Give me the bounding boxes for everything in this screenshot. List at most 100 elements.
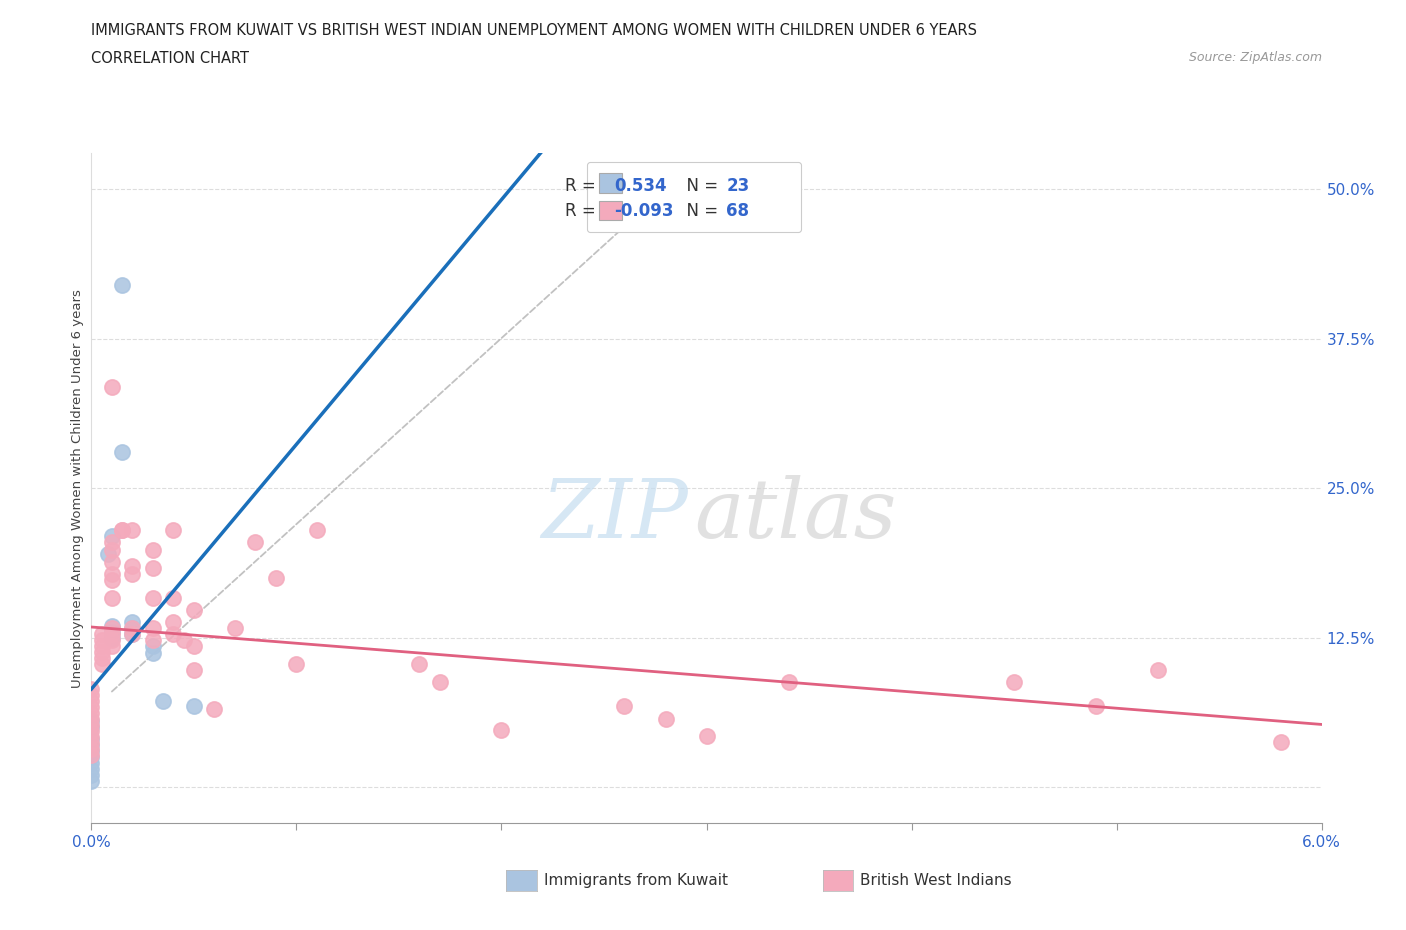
Point [101, 591, 124, 605]
Point [80, 750, 103, 764]
Point [80, 720, 103, 735]
Point [90, 644, 112, 659]
Point [305, 523, 328, 538]
Point [142, 632, 165, 647]
Point [101, 567, 124, 582]
Text: 23: 23 [725, 177, 749, 195]
Text: Source: ZipAtlas.com: Source: ZipAtlas.com [1188, 51, 1322, 64]
Point [101, 555, 124, 570]
Text: -0.093: -0.093 [614, 202, 673, 219]
Point [111, 523, 134, 538]
Point [80, 762, 103, 777]
Text: atlas: atlas [695, 475, 897, 555]
Point [97, 547, 120, 562]
Point [173, 632, 195, 647]
Point [1002, 674, 1025, 689]
Point [80, 724, 103, 738]
Point [101, 535, 124, 550]
Point [101, 379, 124, 394]
Point [654, 711, 676, 726]
Point [80, 756, 103, 771]
Point [101, 624, 124, 639]
Point [1270, 735, 1292, 750]
Point [162, 523, 184, 538]
Legend:                               ,                               : , [588, 162, 801, 232]
Point [121, 620, 143, 635]
Point [121, 567, 143, 582]
Point [142, 591, 165, 605]
Text: N =: N = [676, 202, 723, 219]
Y-axis label: Unemployment Among Women with Children Under 6 years: Unemployment Among Women with Children U… [72, 289, 84, 687]
Point [101, 620, 124, 635]
Point [162, 627, 184, 642]
Point [80, 748, 103, 763]
Point [142, 561, 165, 576]
Text: 68: 68 [725, 202, 749, 219]
Point [142, 639, 165, 654]
Point [101, 631, 124, 645]
Point [101, 618, 124, 633]
Point [121, 559, 143, 574]
Point [101, 528, 124, 543]
Point [245, 535, 267, 550]
Point [80, 714, 103, 729]
Point [183, 698, 205, 713]
Point [80, 694, 103, 709]
Point [80, 699, 103, 714]
Point [80, 741, 103, 756]
Point [80, 768, 103, 783]
Point [121, 523, 143, 538]
Text: Immigrants from Kuwait: Immigrants from Kuwait [544, 873, 728, 888]
Point [111, 445, 134, 459]
Point [121, 627, 143, 642]
Point [80, 736, 103, 751]
Point [142, 645, 165, 660]
Point [162, 615, 184, 630]
Point [162, 591, 184, 605]
Point [224, 620, 246, 635]
Point [264, 570, 287, 585]
Point [101, 632, 124, 647]
Point [285, 657, 308, 671]
Text: ZIP: ZIP [541, 475, 688, 555]
Point [90, 657, 112, 671]
Point [121, 620, 143, 635]
Point [80, 737, 103, 752]
Point [101, 543, 124, 558]
Point [142, 620, 165, 635]
Point [1085, 698, 1108, 713]
Point [101, 627, 124, 642]
Point [90, 632, 112, 647]
Point [183, 603, 205, 618]
Point [90, 651, 112, 666]
Point [183, 639, 205, 654]
Point [121, 627, 143, 642]
Point [101, 639, 124, 654]
Point [429, 674, 451, 689]
Point [152, 694, 174, 709]
Point [80, 711, 103, 726]
Point [111, 523, 134, 538]
Point [695, 728, 717, 743]
Point [121, 615, 143, 630]
Text: British West Indians: British West Indians [860, 873, 1012, 888]
Point [80, 682, 103, 697]
Text: N =: N = [676, 177, 723, 195]
Point [111, 277, 134, 292]
Text: R =: R = [565, 177, 600, 195]
Point [80, 729, 103, 744]
Point [90, 639, 112, 654]
Text: R =: R = [565, 202, 600, 219]
Point [101, 573, 124, 588]
Point [80, 706, 103, 721]
Point [80, 732, 103, 747]
Point [202, 702, 225, 717]
Text: IMMIGRANTS FROM KUWAIT VS BRITISH WEST INDIAN UNEMPLOYMENT AMONG WOMEN WITH CHIL: IMMIGRANTS FROM KUWAIT VS BRITISH WEST I… [91, 23, 977, 38]
Point [80, 718, 103, 733]
Point [80, 744, 103, 759]
Point [408, 657, 430, 671]
Text: 0.534: 0.534 [614, 177, 666, 195]
Point [778, 674, 800, 689]
Point [80, 687, 103, 702]
Point [142, 543, 165, 558]
